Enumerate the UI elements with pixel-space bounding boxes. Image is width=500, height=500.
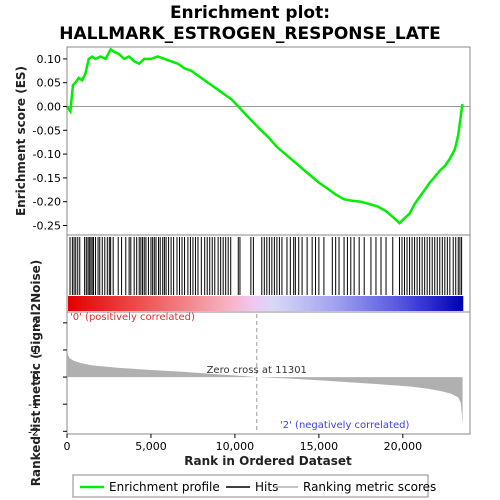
legend-hits-label: Hits <box>255 480 278 494</box>
legend-enrichment-profile-label: Enrichment profile <box>109 480 220 494</box>
negative-correlation-label: '2' (negatively correlated) <box>280 420 409 431</box>
ranked-metric-panel: 2 1 0 -1 -2 '0' (positively correlated) Zero… <box>28 260 471 487</box>
ranking-color-bar <box>68 296 464 311</box>
hits-panel <box>66 234 471 313</box>
x-tick-label: 5,000 <box>135 440 167 453</box>
metric-ytick-label: 0 <box>32 371 39 384</box>
metric-ytick-label: 2 <box>32 317 39 330</box>
es-ytick-label: -0.25 <box>33 219 61 232</box>
chart-title-line2: HALLMARK_ESTROGEN_RESPONSE_LATE <box>59 24 441 44</box>
es-axis-label: Enrichment score (ES) <box>14 66 28 216</box>
positive-correlation-label: '0' (positively correlated) <box>70 312 195 323</box>
metric-ytick-label: -1 <box>28 398 39 411</box>
enrichment-profile-line <box>65 47 464 225</box>
legend-ranking-metric-label: Ranking metric scores <box>303 480 436 494</box>
zero-cross-label: Zero cross at 11301 <box>207 365 307 376</box>
x-tick-label: 15,000 <box>300 440 339 453</box>
es-ytick-label: 0.10 <box>37 53 62 66</box>
chart-title-line1: Enrichment plot: <box>170 3 330 23</box>
x-tick-label: 0 <box>64 440 71 453</box>
legend: Enrichment profile Hits Ranking metric s… <box>72 474 436 498</box>
metric-ytick-label: 1 <box>32 344 39 357</box>
es-ytick-label: -0.05 <box>33 124 61 137</box>
enrichment-score-panel: 0.10 0.05 0.00 -0.05 -0.10 -0.15 -0.20 -0.25 En… <box>14 46 471 236</box>
es-ytick-label: 0.00 <box>37 100 62 113</box>
es-ytick-label: 0.05 <box>37 77 62 90</box>
es-ytick-label: -0.10 <box>33 148 61 161</box>
es-panel-frame <box>66 46 471 236</box>
x-tick-label: 10,000 <box>216 440 255 453</box>
x-axis-label: Rank in Ordered Dataset <box>184 454 352 468</box>
legend-frame <box>72 474 429 498</box>
metric-axis-label: Ranked list metric (Signal2Noise) <box>29 260 43 487</box>
es-ytick-label: -0.20 <box>33 196 61 209</box>
metric-ytick-label: -2 <box>28 425 39 438</box>
es-ytick-label: -0.15 <box>33 172 61 185</box>
x-tick-label: 20,000 <box>384 440 423 453</box>
